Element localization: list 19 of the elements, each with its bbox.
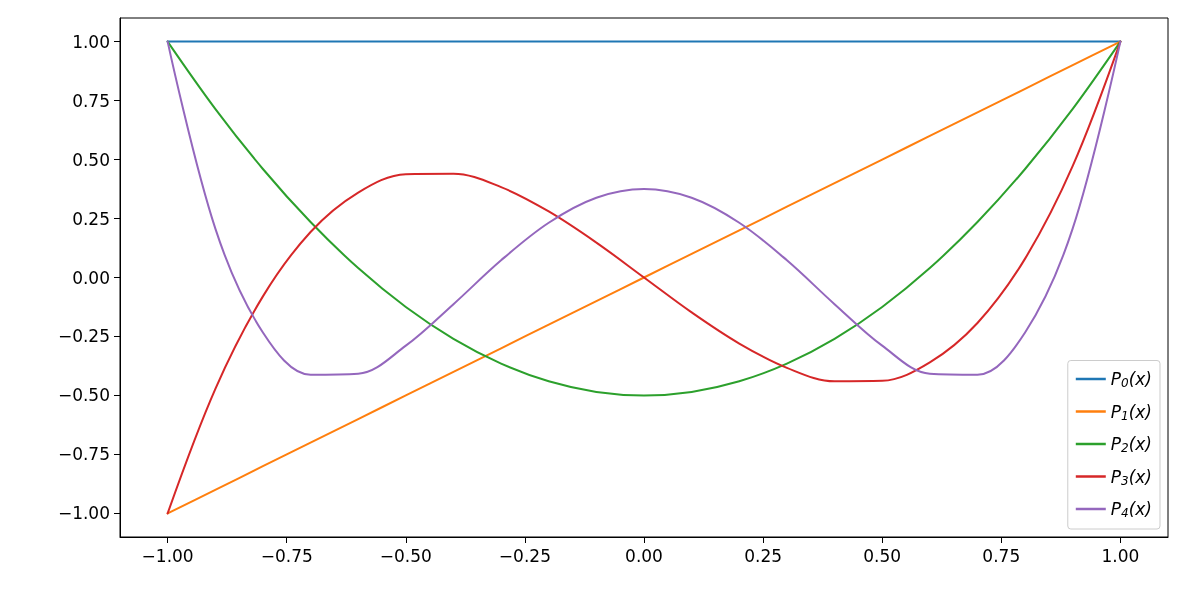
x-tick-label: 0.75	[982, 545, 1021, 566]
y-tick-label: 0.75	[72, 90, 110, 111]
x-tick-label: −0.50	[379, 545, 432, 566]
y-tick-label: −0.50	[57, 385, 110, 406]
y-tick-label: −1.00	[57, 503, 110, 524]
y-tick-label: 0.50	[72, 149, 110, 170]
x-tick-label: 0.00	[625, 545, 663, 566]
y-tick-label: −0.25	[57, 326, 110, 347]
x-tick-label: −1.00	[141, 545, 194, 566]
x-tick-label: −0.25	[498, 545, 551, 566]
x-tick-label: 0.50	[863, 545, 902, 566]
x-tick-label: 0.25	[744, 545, 783, 566]
y-tick-label: 0.00	[72, 267, 110, 288]
y-tick-label: 1.00	[72, 31, 110, 52]
y-tick-label: −0.75	[57, 444, 110, 465]
x-tick-label: 1.00	[1101, 545, 1140, 566]
y-tick-label: 0.25	[72, 208, 110, 229]
line-series	[166, 40, 1122, 515]
x-tick-label: −0.75	[260, 545, 313, 566]
